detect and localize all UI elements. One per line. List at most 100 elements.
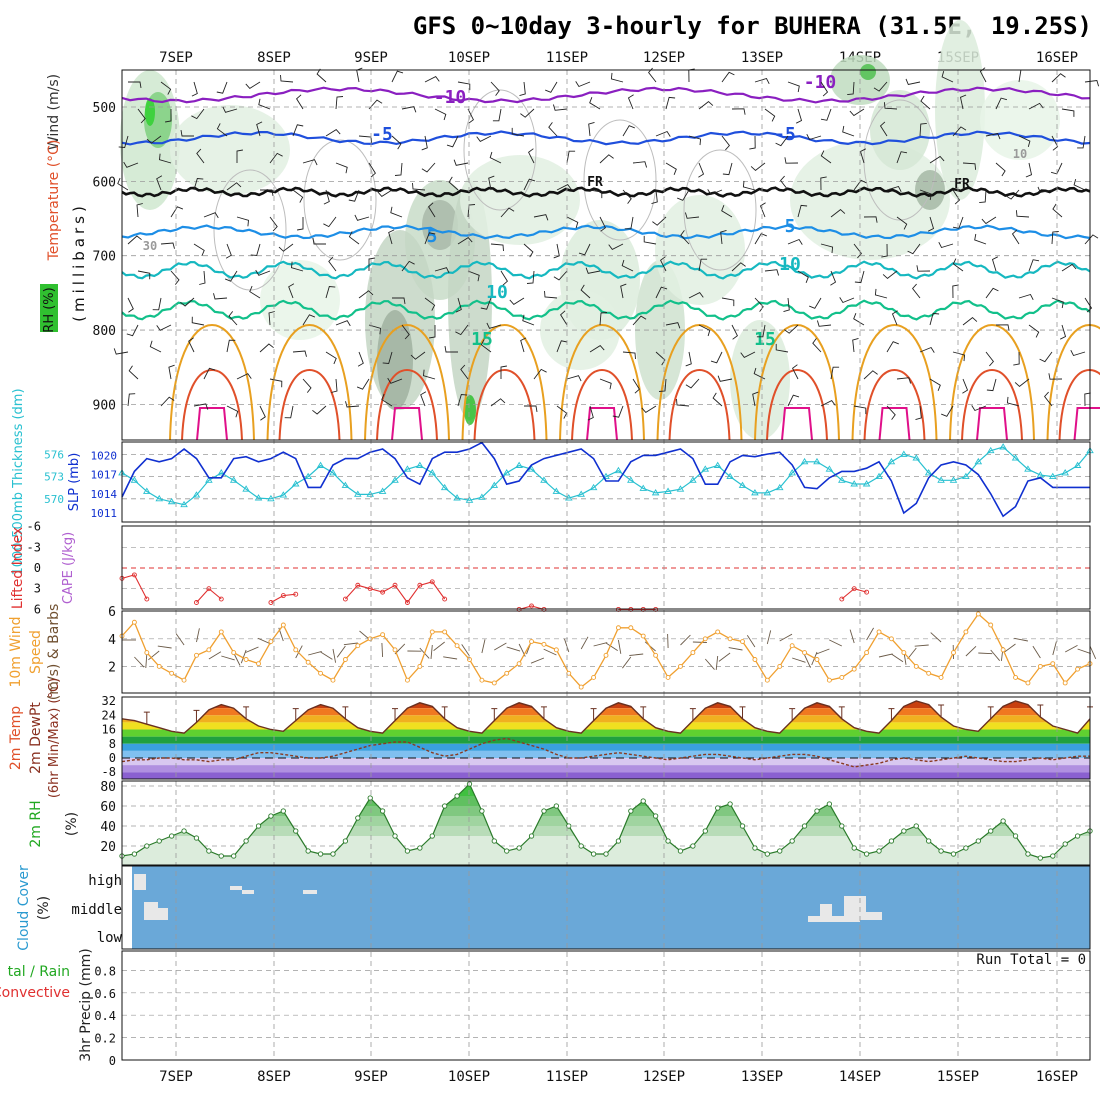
date-label-bottom: 8SEP: [257, 1069, 291, 1085]
wind10-barb: [1014, 637, 1028, 642]
date-label-top: 12SEP: [643, 50, 685, 66]
thickness-point: [180, 500, 188, 508]
rh-shade: [635, 260, 685, 400]
wind-barb: [698, 258, 708, 272]
rh2m-point: [801, 823, 808, 829]
wind-barb: [455, 297, 462, 313]
temp-band: [122, 708, 1090, 716]
wind10-barb: [804, 654, 811, 668]
wind-barb: [348, 231, 360, 245]
wind-barb: [203, 367, 216, 380]
date-label-bottom: 11SEP: [546, 1069, 588, 1085]
date-label-top: 7SEP: [159, 50, 193, 66]
rh2m-point: [963, 845, 969, 851]
wind10-barb: [580, 636, 589, 650]
wind-barb: [830, 366, 840, 380]
rh-shade: [860, 64, 876, 80]
cloud-cover-panel: high middle low: [71, 866, 1090, 949]
wind-barb: [412, 182, 426, 191]
temp-contour-20: [169, 323, 255, 441]
wind-barb: [1014, 378, 1030, 387]
wind-barb: [401, 260, 415, 272]
wind-barb: [566, 375, 582, 382]
rh2m-point: [367, 795, 373, 801]
li-point: [380, 589, 386, 595]
wind-barb: [269, 216, 278, 232]
rh2m-point: [888, 838, 895, 844]
li-tick: -3: [27, 540, 41, 554]
thickness-line: [121, 446, 1091, 506]
wind10-barb: [1052, 641, 1057, 656]
li-tick: 6: [34, 602, 41, 616]
rh2m-point: [255, 823, 262, 829]
wind-barb: [991, 256, 999, 272]
thickness-point: [329, 469, 337, 476]
wind10-barb: [563, 638, 570, 653]
date-label-bottom: 16SEP: [1036, 1069, 1078, 1085]
rh2m-point: [168, 833, 175, 839]
rh-contour: [683, 149, 757, 271]
wind10-barb: [907, 647, 917, 660]
minmax-bar: [987, 706, 994, 719]
wind-barb: [255, 269, 271, 276]
wind-barb: [236, 216, 249, 227]
wind10-barb: [381, 642, 384, 658]
temp-contour-25: [863, 368, 926, 441]
rh-contour: [463, 89, 537, 211]
cloud-clear-patch: [808, 916, 860, 922]
wind-barb: [929, 312, 940, 326]
date-label-top: 10SEP: [448, 50, 490, 66]
wind10-tick: 6: [108, 605, 116, 620]
wind-barb: [492, 108, 502, 122]
minmax-bar: [590, 708, 597, 721]
wind10-barb: [343, 642, 358, 646]
rh2m-point: [131, 851, 138, 857]
thickness-point: [1011, 454, 1020, 461]
wind-barb: [1028, 259, 1040, 272]
wind-barb: [655, 130, 671, 137]
wind-barb: [830, 209, 846, 218]
wind10-point: [1037, 663, 1043, 669]
wind10-point: [380, 632, 386, 638]
temp-band: [122, 765, 1090, 773]
wind-barb: [797, 204, 808, 218]
wind-barb: [627, 94, 634, 110]
rh2m-point: [901, 828, 907, 834]
wind10-barb: [965, 645, 977, 657]
temp2m-tick: -8: [102, 765, 116, 779]
thickness-point: [838, 476, 846, 483]
wind-barb: [455, 324, 469, 336]
rh2m-point: [876, 848, 882, 854]
wind-barb: [820, 400, 836, 407]
temp-contour-5: [121, 224, 1091, 240]
rh2m-point: [1074, 833, 1081, 839]
wind-barb: [490, 398, 506, 407]
wind-barb: [589, 345, 605, 353]
wind-barb: [952, 216, 964, 229]
minmax-bar: [441, 706, 448, 719]
thickness-point: [341, 481, 350, 488]
wind-barb: [1077, 135, 1086, 149]
contour-label: 10: [1013, 147, 1027, 161]
wind10-point: [529, 639, 534, 645]
wind-barb: [356, 378, 370, 390]
thickness-point: [527, 465, 536, 472]
rh2m-point: [268, 813, 274, 819]
wind10-point: [156, 663, 162, 669]
wind-barb: [1018, 293, 1034, 301]
wind-barb: [533, 214, 549, 221]
wind10-barb: [157, 645, 172, 649]
thickness-point: [937, 476, 945, 483]
rh2m-point: [156, 838, 162, 844]
wind-barb: [853, 405, 867, 415]
rh2m-point: [640, 798, 646, 804]
wind-barb: [245, 81, 261, 89]
li-point: [194, 600, 199, 605]
wind-barb: [749, 135, 756, 150]
thickness-point: [589, 483, 598, 491]
wind-barb: [820, 150, 832, 164]
wind10-point: [690, 650, 696, 656]
wind-barb: [886, 185, 902, 193]
wind-barb: [1061, 108, 1075, 117]
rh2m-point: [715, 805, 721, 811]
